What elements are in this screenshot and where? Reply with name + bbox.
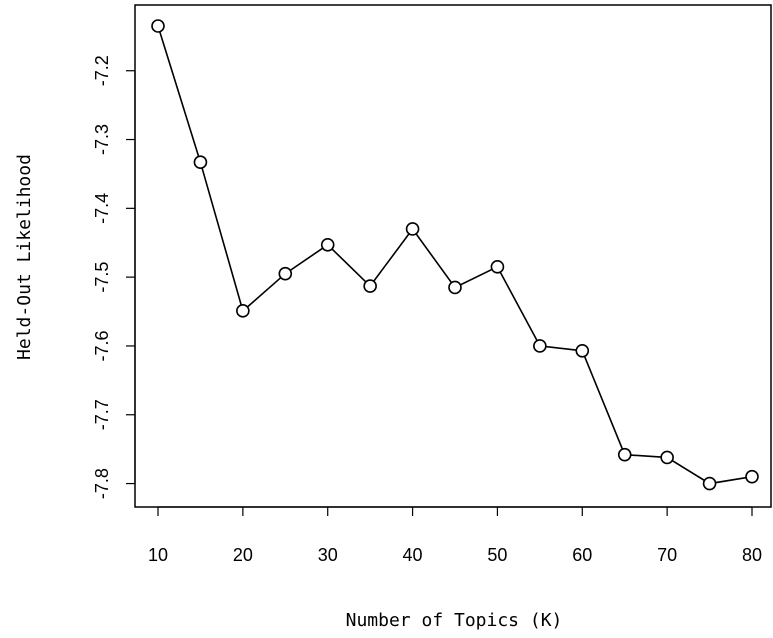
series-points	[151, 19, 759, 491]
data-point	[363, 279, 377, 293]
data-point	[617, 447, 632, 462]
data-point	[236, 304, 250, 318]
y-tick-label: -7.2	[92, 55, 112, 86]
x-tick-label: 50	[487, 545, 507, 565]
plot-frame	[134, 4, 772, 508]
data-point	[575, 343, 590, 358]
data-point	[320, 238, 335, 252]
data-point	[702, 476, 717, 491]
y-axis: -7.8 -7.7 -7.6 -7.5 -7.4 -7.3 -7.2	[92, 55, 136, 499]
x-tick-label: 60	[572, 545, 592, 565]
data-point	[405, 222, 420, 236]
data-point	[660, 450, 674, 465]
x-axis: 10 20 30 40 50 60 70 80	[148, 506, 762, 565]
series-line	[157, 25, 753, 485]
data-point	[745, 469, 759, 484]
data-point	[193, 155, 208, 170]
x-tick-label: 40	[403, 545, 423, 565]
x-tick-label: 70	[657, 545, 677, 565]
x-tick-label: 80	[742, 545, 762, 565]
data-point	[533, 339, 547, 353]
data-point	[448, 280, 462, 295]
x-tick-label: 30	[318, 545, 338, 565]
data-point	[490, 260, 505, 274]
x-tick-label: 10	[148, 545, 168, 565]
y-tick-label: -7.7	[92, 399, 112, 430]
x-axis-title: Number of Topics (K)	[346, 610, 563, 631]
y-tick-label: -7.4	[92, 193, 112, 224]
data-point	[278, 266, 293, 281]
data-point	[151, 19, 165, 33]
y-tick-label: -7.3	[92, 124, 112, 155]
y-axis-title: Held-Out Likelihood	[14, 154, 35, 360]
y-tick-label: -7.5	[92, 262, 112, 293]
y-tick-label: -7.8	[92, 468, 112, 499]
x-tick-label: 20	[233, 545, 253, 565]
y-tick-label: -7.6	[92, 330, 112, 361]
